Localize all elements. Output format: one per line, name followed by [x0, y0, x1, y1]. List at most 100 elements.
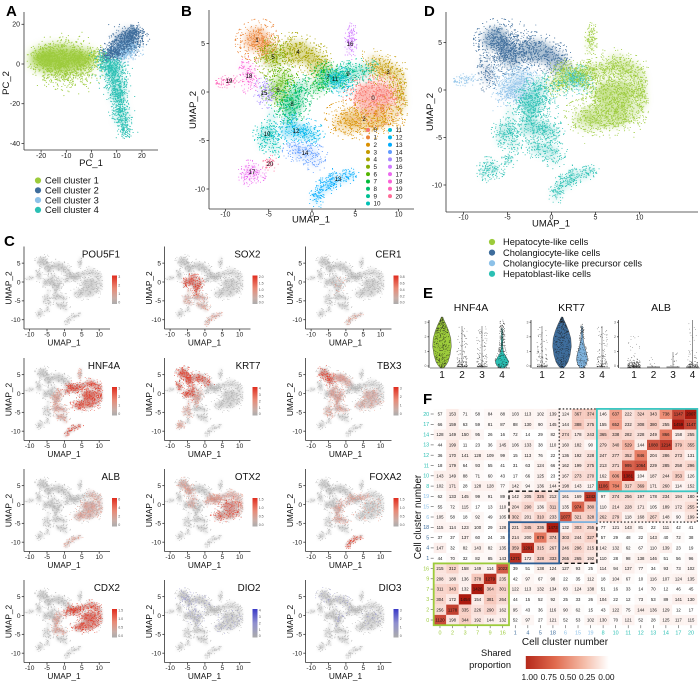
svg-text:137: 137 [462, 535, 470, 540]
svg-text:270: 270 [587, 473, 595, 478]
svg-text:0: 0 [259, 412, 261, 416]
svg-text:149: 149 [449, 473, 457, 478]
svg-text:UMAP_1: UMAP_1 [47, 449, 81, 459]
svg-text:127: 127 [562, 566, 570, 571]
svg-text:104: 104 [637, 473, 645, 478]
svg-text:3: 3 [259, 393, 261, 397]
svg-text:92: 92 [551, 597, 556, 602]
svg-text:DIO3: DIO3 [379, 583, 402, 594]
svg-text:205: 205 [524, 494, 532, 499]
svg-text:138: 138 [637, 556, 645, 561]
svg-text:124: 124 [562, 412, 570, 417]
svg-text:19: 19 [226, 79, 233, 85]
svg-text:138: 138 [587, 587, 595, 592]
svg-text:1.0: 1.0 [259, 506, 264, 510]
svg-text:-5: -5 [15, 298, 21, 305]
svg-text:-5: -5 [296, 521, 302, 528]
svg-text:16: 16 [423, 566, 429, 572]
svg-text:2: 2 [425, 335, 427, 339]
svg-text:1.0: 1.0 [259, 288, 264, 292]
svg-text:0: 0 [157, 502, 161, 509]
svg-text:F: F [423, 391, 432, 408]
svg-text:33: 33 [576, 597, 581, 602]
svg-text:124: 124 [537, 463, 545, 468]
svg-text:4: 4 [426, 546, 429, 552]
svg-text:22: 22 [638, 535, 643, 540]
svg-text:19: 19 [689, 546, 694, 551]
svg-text:0: 0 [400, 412, 402, 416]
svg-text:13: 13 [396, 142, 404, 149]
svg-text:5: 5 [594, 215, 598, 222]
svg-text:72: 72 [676, 535, 681, 540]
svg-text:5: 5 [157, 372, 161, 379]
svg-text:90: 90 [538, 422, 543, 427]
svg-text:58: 58 [475, 412, 480, 417]
svg-text:1.0: 1.0 [400, 506, 405, 510]
svg-text:PC_2: PC_2 [1, 71, 12, 95]
svg-text:2: 2 [259, 399, 261, 403]
svg-text:1: 1 [255, 38, 259, 44]
svg-text:3: 3 [479, 370, 485, 381]
svg-text:3: 3 [527, 320, 529, 324]
svg-text:255: 255 [687, 432, 695, 437]
svg-text:8: 8 [374, 186, 378, 193]
svg-text:172: 172 [675, 504, 683, 509]
svg-text:0: 0 [438, 631, 441, 637]
svg-text:265: 265 [562, 556, 570, 561]
svg-text:10: 10 [377, 332, 385, 339]
svg-text:144: 144 [637, 607, 645, 612]
svg-text:0.2: 0.2 [400, 294, 405, 298]
svg-text:83: 83 [563, 587, 568, 592]
svg-text:5: 5 [17, 483, 21, 490]
svg-text:B: B [181, 3, 192, 20]
svg-text:113: 113 [524, 412, 531, 417]
svg-text:25: 25 [563, 597, 568, 602]
svg-text:1.5: 1.5 [118, 609, 123, 613]
svg-text:145: 145 [462, 494, 470, 499]
svg-text:378: 378 [474, 576, 482, 581]
svg-text:5: 5 [157, 260, 161, 267]
svg-text:135: 135 [562, 504, 570, 509]
svg-text:267: 267 [549, 546, 557, 551]
svg-text:12: 12 [676, 607, 681, 612]
svg-text:374: 374 [549, 535, 557, 540]
svg-text:6: 6 [426, 515, 429, 521]
svg-text:55: 55 [488, 463, 493, 468]
svg-text:275: 275 [587, 422, 595, 427]
svg-text:171: 171 [449, 484, 457, 489]
svg-text:-10: -10 [151, 651, 161, 658]
svg-text:-10: -10 [220, 211, 230, 218]
svg-text:-10: -10 [61, 153, 71, 160]
svg-text:130: 130 [687, 597, 695, 602]
svg-text:139: 139 [549, 412, 557, 417]
svg-text:303: 303 [562, 535, 570, 540]
svg-text:118: 118 [625, 515, 632, 520]
svg-text:85: 85 [488, 556, 493, 561]
svg-text:317: 317 [625, 484, 633, 489]
svg-text:167: 167 [562, 473, 570, 478]
svg-text:2: 2 [426, 608, 429, 614]
svg-text:67: 67 [626, 576, 631, 581]
svg-text:ALB: ALB [651, 302, 671, 314]
svg-text:343: 343 [650, 412, 658, 417]
svg-text:12: 12 [293, 129, 300, 135]
svg-text:214: 214 [612, 504, 620, 509]
svg-text:208: 208 [436, 576, 444, 581]
svg-text:10: 10 [377, 665, 385, 672]
svg-text:344: 344 [462, 618, 470, 623]
svg-text:1: 1 [514, 631, 517, 637]
svg-text:-10: -10 [165, 443, 175, 450]
svg-text:4: 4 [499, 370, 505, 381]
svg-text:352: 352 [625, 453, 633, 458]
svg-text:8: 8 [602, 631, 605, 637]
svg-text:866: 866 [662, 432, 670, 437]
svg-text:UMAP_1: UMAP_1 [188, 671, 222, 681]
svg-text:1: 1 [400, 404, 402, 408]
svg-text:88: 88 [513, 422, 518, 427]
svg-text:2: 2 [400, 617, 402, 621]
svg-text:144: 144 [487, 618, 495, 623]
svg-text:0.0: 0.0 [259, 301, 264, 305]
svg-text:94: 94 [525, 484, 530, 489]
svg-text:1279: 1279 [485, 576, 495, 581]
svg-text:142: 142 [600, 546, 608, 551]
